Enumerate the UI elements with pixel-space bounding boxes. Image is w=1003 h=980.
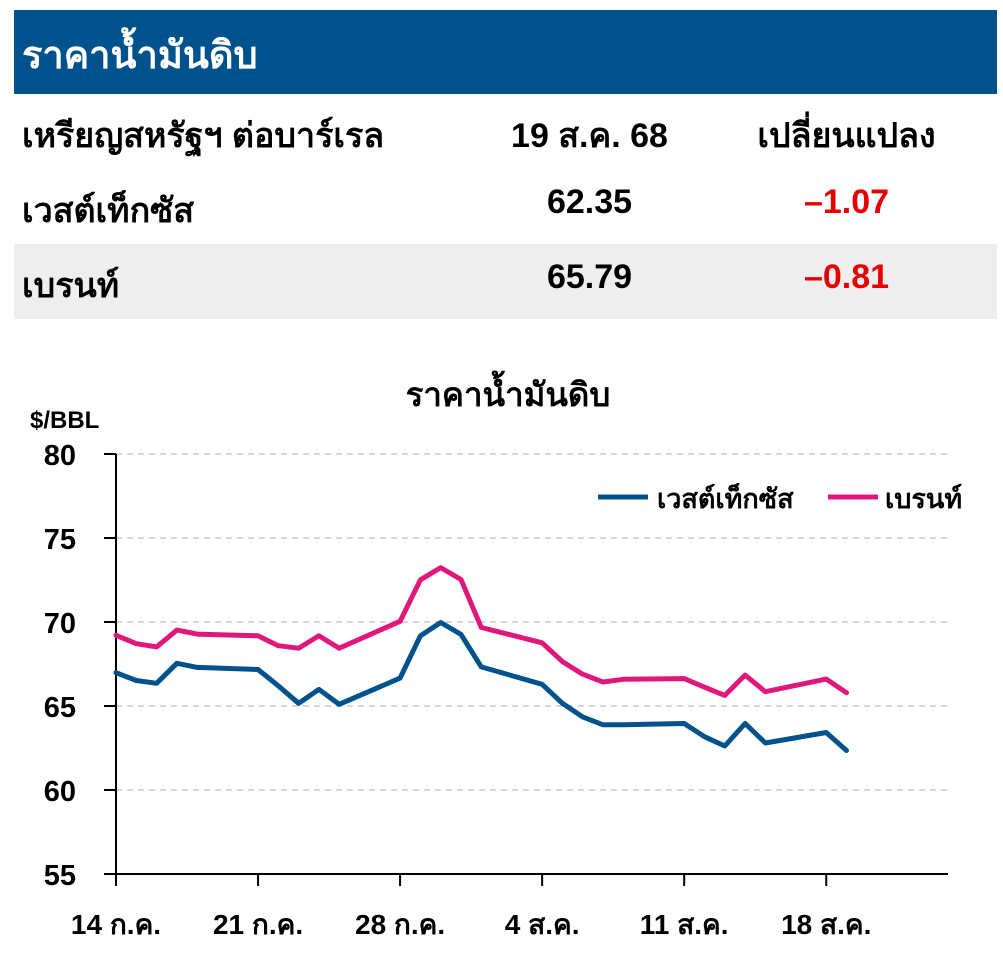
y-tick-label: 70 [44,608,76,640]
chart-legend: เวสต์เท็กซัส เบรนท์ [598,481,962,514]
y-tick-label: 65 [44,692,76,724]
y-tick-label: 60 [44,776,76,808]
y-tick-label: 80 [44,440,76,472]
header-bar: ราคาน้ำมันดิบ [14,10,997,94]
series-line [113,565,849,698]
column-header-date: 19 ส.ค. 68 [511,117,668,155]
row-price: 65.79 [546,258,633,296]
row-price: 62.35 [546,183,633,221]
column-header-change: เปลี่ยนแปลง [757,117,936,155]
y-axis-unit-label: $/BBL [30,407,99,434]
series-layer [113,565,849,753]
x-tick-label: 11 ส.ค. [640,909,729,940]
header-title: ราคาน้ำมันดิบ [22,35,258,77]
row-change: –1.07 [803,183,890,221]
axes: 55 60 65 70 75 80 14 ก.ค. 21 ก.ค. 28 ก.ค. 4 ส.ค. 1… [44,440,948,940]
legend-label: เวสต์เท็กซัส [657,481,794,514]
row-change: –0.81 [803,258,890,296]
x-tick-label: 14 ก.ค. [71,909,161,940]
table-row: เบรนท์ 65.79 –0.81 [14,244,997,319]
x-tick-label: 18 ส.ค. [781,909,871,940]
x-tick-label: 4 ส.ค. [505,909,580,940]
y-tick-label: 75 [44,524,76,556]
legend-label: เบรนท์ [885,483,962,514]
series-line [113,620,849,753]
row-name: เวสต์เท็กซัส [22,192,194,230]
column-header-unit: เหรียญสหรัฐฯ ต่อบาร์เรล [22,117,385,155]
row-name: เบรนท์ [22,267,120,305]
grid-lines [116,453,948,791]
table-header-row: เหรียญสหรัฐฯ ต่อบาร์เรล 19 ส.ค. 68 เปลี่… [14,94,997,169]
table-row: เวสต์เท็กซัส 62.35 –1.07 [14,169,997,244]
x-tick-label: 21 ก.ค. [213,909,303,940]
y-tick-label: 55 [44,860,76,892]
x-tick-label: 28 ก.ค. [355,909,445,940]
chart-title: ราคาน้ำมันดิบ [406,370,611,413]
oil-price-chart: ราคาน้ำมันดิบ $/BBL 55 60 65 70 75 80 14 ก.ค. 2… [30,370,962,940]
